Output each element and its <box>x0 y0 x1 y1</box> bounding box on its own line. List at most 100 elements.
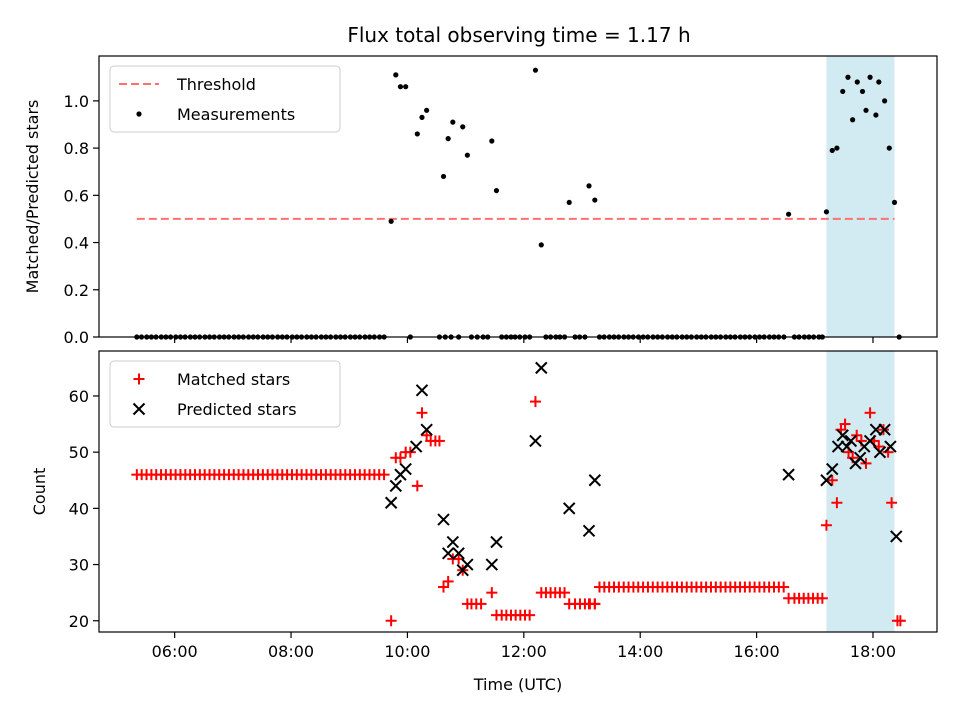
predicted-mark-b <box>420 423 433 436</box>
predicted-star-point <box>441 547 455 560</box>
measurement-point <box>440 173 447 180</box>
predicted-star-point <box>535 361 548 375</box>
matched-star-point <box>416 407 428 419</box>
matched-star-point <box>864 407 876 419</box>
predicted-star-point <box>863 434 877 448</box>
measurement-point <box>859 88 866 95</box>
measurement-point <box>876 79 882 85</box>
measurement-point <box>489 138 495 144</box>
predicted-star-point <box>437 513 450 526</box>
y-axis-label: Count <box>30 468 49 516</box>
y-tick-label: 30 <box>69 556 89 575</box>
y-axis-label: Matched/Predicted stars <box>23 100 42 294</box>
count-series-group <box>131 361 906 627</box>
x-tick-label: 14:00 <box>617 642 663 661</box>
predicted-mark-b <box>853 451 867 464</box>
matched-star-point <box>490 609 502 621</box>
y-tick-label: 0.0 <box>64 328 89 347</box>
predicted-mark-b <box>535 361 548 375</box>
predicted-mark-b <box>409 440 423 453</box>
matched-star-point <box>831 497 843 509</box>
measurement-point <box>891 199 898 206</box>
highlight-span <box>826 56 895 337</box>
measurement-point <box>886 145 892 151</box>
predicted-star-point <box>840 440 854 453</box>
measurement-point <box>538 242 544 248</box>
top-panel: 0.0 0.2 0.4 0.6 0.8 1.0 Matched/Predicted star… <box>23 55 938 347</box>
measurement-point <box>450 119 456 125</box>
legend: Matched stars Predicted stars <box>109 360 341 428</box>
y-tick-label: 0.2 <box>64 281 89 300</box>
matched-star-point <box>839 418 851 430</box>
predicted-mark-b <box>389 479 402 493</box>
highlight-span <box>826 351 895 632</box>
matched-star-point <box>783 592 795 604</box>
matched-star-point <box>529 396 541 408</box>
legend-box <box>109 360 341 428</box>
predicted-star-point <box>389 479 402 493</box>
matched-star-point <box>385 615 397 627</box>
predicted-mark-b <box>588 474 602 487</box>
predicted-mark-b <box>582 524 596 538</box>
predicted-star-point <box>420 423 433 436</box>
predicted-star-point <box>588 474 602 487</box>
predicted-star-point <box>782 468 795 481</box>
x-tick-label: 16:00 <box>734 642 780 661</box>
y-tick-label: 0.8 <box>64 139 89 158</box>
predicted-star-point <box>563 502 576 515</box>
matched-star-point <box>378 469 390 481</box>
bottom-panel: 20 30 40 50 60 06:00 08:00 10:00 12:00 14:00 16:00… <box>30 350 938 694</box>
chart-title: Flux total observing time = 1.17 h <box>347 23 690 47</box>
predicted-star-point <box>529 434 542 448</box>
predicted-star-point <box>826 462 839 476</box>
matched-star-point <box>559 587 571 599</box>
measurement-point <box>414 131 420 137</box>
predicted-star-point <box>409 440 423 453</box>
predicted-mark-b <box>844 434 858 448</box>
matched-star-point <box>461 598 473 610</box>
measurement-point <box>854 79 860 85</box>
predicted-mark-b <box>840 440 854 453</box>
y-tick-label: 40 <box>69 499 89 518</box>
predicted-star-point <box>878 423 891 436</box>
legend-predicted-swatch <box>132 402 146 416</box>
matched-star-point <box>524 609 536 621</box>
predicted-star-point <box>490 535 503 549</box>
matched-star-point <box>486 587 498 599</box>
measurement-point <box>873 112 879 118</box>
matched-star-point <box>442 575 454 587</box>
predicted-star-point <box>836 429 849 442</box>
matched-star-point <box>816 592 828 604</box>
measurement-point <box>592 197 598 203</box>
measurement-point <box>834 145 840 151</box>
predicted-star-point <box>452 547 465 560</box>
legend-label: Matched stars <box>177 370 290 389</box>
measurement-point <box>388 218 394 224</box>
matched-star-point <box>820 519 832 531</box>
measurement-point <box>882 98 888 104</box>
matched-star-point <box>394 452 406 464</box>
measurement-point <box>850 117 856 123</box>
predicted-star-point <box>890 530 903 543</box>
predicted-mark-b <box>563 502 576 515</box>
predicted-mark-b <box>384 496 398 509</box>
measurement-point <box>493 187 500 194</box>
matched-star-point <box>886 497 898 509</box>
legend-box <box>109 65 341 133</box>
measurement-point <box>464 152 470 158</box>
predicted-mark-b <box>399 462 412 476</box>
predicted-star-point <box>485 558 499 571</box>
measurement-point <box>532 67 539 73</box>
legend-label: Measurements <box>177 105 295 124</box>
measurement-point <box>786 211 792 217</box>
x-tick-label: 18:00 <box>850 642 896 661</box>
predicted-mark-b <box>873 445 887 459</box>
measurement-point <box>586 183 592 189</box>
y-tick-label: 20 <box>69 612 89 631</box>
matched-star-point <box>404 446 416 458</box>
predicted-mark-b <box>490 535 503 549</box>
predicted-mark-b <box>485 558 499 571</box>
predicted-mark-b <box>863 434 877 448</box>
matched-star-point <box>589 598 601 610</box>
measurement-point <box>840 88 846 95</box>
